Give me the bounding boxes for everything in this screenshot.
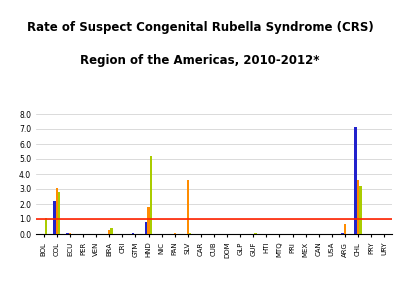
Bar: [359, 186, 362, 234]
Bar: [341, 232, 344, 234]
Bar: [357, 180, 359, 234]
Text: Region of the Americas, 2010-2012*: Region of the Americas, 2010-2012*: [80, 54, 320, 67]
Bar: [150, 156, 152, 234]
Bar: [354, 128, 357, 234]
Bar: [66, 233, 69, 234]
Bar: [56, 188, 58, 234]
Text: Rate of Suspect Congenital Rubella Syndrome (CRS): Rate of Suspect Congenital Rubella Syndr…: [27, 21, 373, 34]
Bar: [69, 232, 71, 234]
Bar: [174, 232, 176, 234]
Bar: [58, 192, 60, 234]
Bar: [108, 230, 110, 234]
Bar: [254, 232, 257, 234]
Bar: [187, 180, 189, 234]
Bar: [145, 222, 147, 234]
Bar: [132, 232, 134, 234]
Bar: [344, 224, 346, 234]
Bar: [54, 201, 56, 234]
Bar: [45, 218, 47, 234]
Bar: [110, 228, 113, 234]
Bar: [147, 207, 150, 234]
Bar: [189, 232, 191, 234]
